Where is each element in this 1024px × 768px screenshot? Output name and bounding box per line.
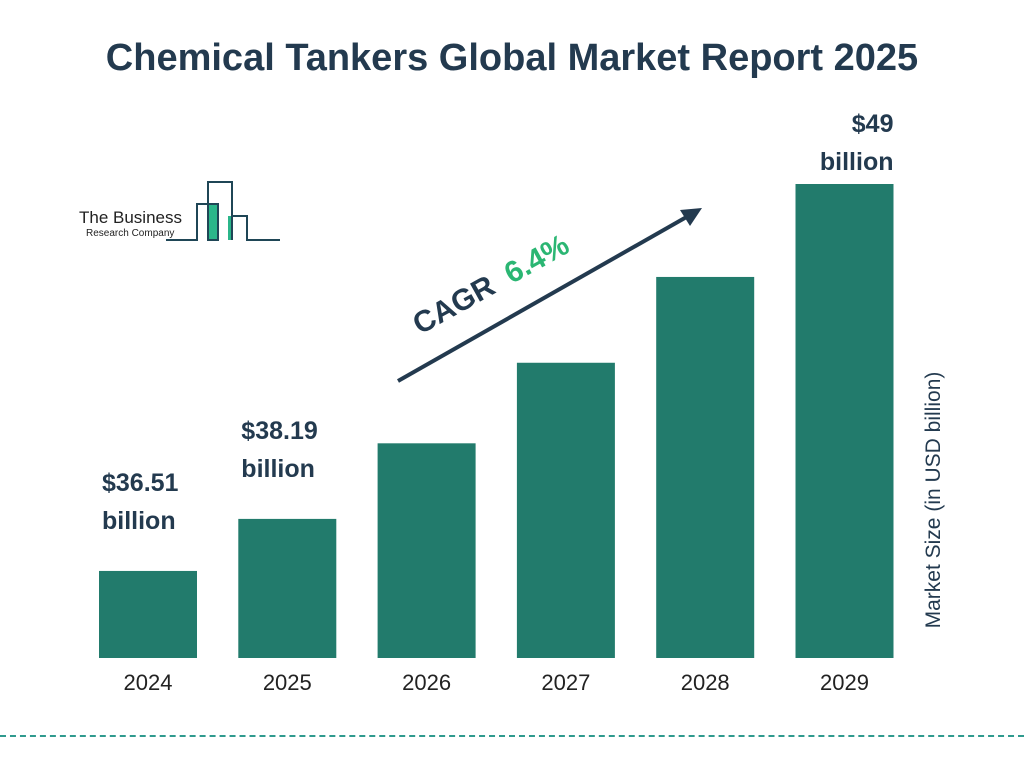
arrow-head-icon [680, 208, 702, 226]
bar-2028 [656, 276, 755, 658]
x-tick-label: 2029 [820, 670, 869, 695]
bar-2025 [238, 518, 337, 658]
data-label: billion [820, 148, 894, 176]
data-label: billion [241, 455, 315, 483]
bar-2027 [516, 362, 615, 658]
cagr-value: 6.4% [499, 228, 575, 290]
chart-title: Chemical Tankers Global Market Report 20… [105, 37, 919, 79]
data-label: $49 [852, 110, 894, 138]
data-label: $38.19 [241, 417, 317, 445]
logo-bar-icon [209, 205, 218, 240]
y-axis-label: Market Size (in USD billion) [922, 371, 945, 629]
logo-bar-icon [228, 216, 233, 240]
logo: The Business Research Company [79, 181, 280, 241]
x-tick-label: 2025 [263, 670, 312, 695]
bar-2029 [795, 184, 894, 658]
data-label: $36.51 [102, 469, 179, 497]
x-tick-label: 2026 [402, 670, 451, 695]
cagr-arrow-line [397, 213, 691, 383]
data-label: billion [102, 507, 176, 535]
x-tick-label: 2024 [124, 670, 173, 695]
bar-2024 [99, 570, 197, 658]
svg-text:CAGR 6.4%: CAGR 6.4% [407, 228, 574, 341]
divider [0, 735, 1024, 737]
logo-line1: The Business [79, 208, 182, 227]
x-tick-label: 2028 [681, 670, 730, 695]
bar-2026 [377, 443, 476, 658]
x-tick-label: 2027 [541, 670, 590, 695]
logo-line2: Research Company [86, 228, 174, 239]
